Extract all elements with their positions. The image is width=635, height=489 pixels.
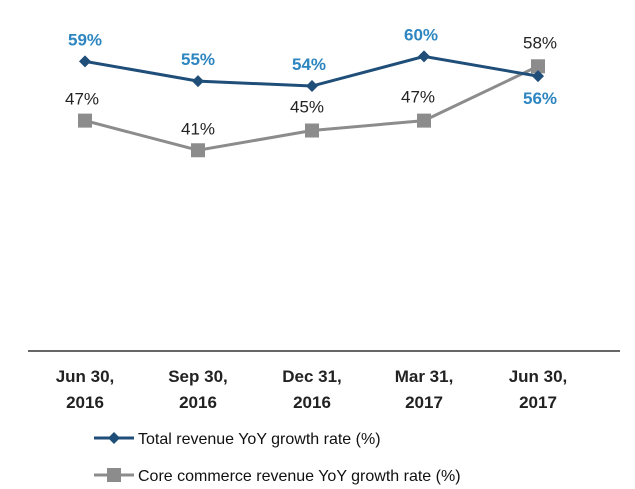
x-tick-label-0-line-0: Jun 30, [56,367,115,386]
legend-label-total-revenue: Total revenue YoY growth rate (%) [138,431,381,448]
data-label-core-commerce-2: 45% [290,98,324,117]
data-label-core-commerce-0: 47% [65,90,99,109]
point-total-revenue-4 [532,70,544,83]
point-total-revenue-1 [192,75,204,88]
point-core-commerce-0 [78,113,92,128]
x-tick-label-2-line-1: 2016 [293,393,331,412]
legend-label-core-commerce: Core commerce revenue YoY growth rate (%… [138,468,461,485]
x-tick-label-3-line-1: 2017 [405,393,443,412]
x-tick-label-2-line-0: Dec 31, [282,367,342,386]
series-layer [78,50,545,158]
data-label-core-commerce-1: 41% [181,119,215,138]
data-labels-layer: 59% 55% 54% 60% 56% 47% 41% 45% 47% 58% [65,25,557,138]
data-label-total-revenue-2: 54% [292,55,326,74]
x-tick-label-1-line-0: Sep 30, [168,367,228,386]
legend-marker-core-commerce [107,468,121,482]
legend: Total revenue YoY growth rate (%) Core co… [94,431,461,485]
point-total-revenue-3 [418,50,430,63]
x-tick-label-0-line-1: 2016 [66,393,104,412]
point-core-commerce-4 [531,59,545,74]
point-core-commerce-2 [305,123,319,138]
data-label-total-revenue-4: 56% [523,89,557,108]
data-label-core-commerce-4: 58% [523,33,557,52]
point-total-revenue-2 [306,80,318,93]
x-tick-label-3-line-0: Mar 31, [395,367,454,386]
legend-marker-total-revenue [108,432,120,444]
x-tick-label-1-line-1: 2016 [179,393,217,412]
data-label-core-commerce-3: 47% [401,88,435,107]
x-axis-tick-labels: Jun 30, 2016 Sep 30, 2016 Dec 31, 2016 Mar 31,… [56,367,568,412]
point-total-revenue-0 [79,55,91,68]
x-tick-label-4-line-1: 2017 [519,393,557,412]
data-label-total-revenue-1: 55% [181,50,215,69]
point-core-commerce-1 [191,143,205,158]
point-core-commerce-3 [417,113,431,128]
data-label-total-revenue-3: 60% [404,25,438,44]
x-tick-label-4-line-0: Jun 30, [509,367,568,386]
data-label-total-revenue-0: 59% [68,30,102,49]
